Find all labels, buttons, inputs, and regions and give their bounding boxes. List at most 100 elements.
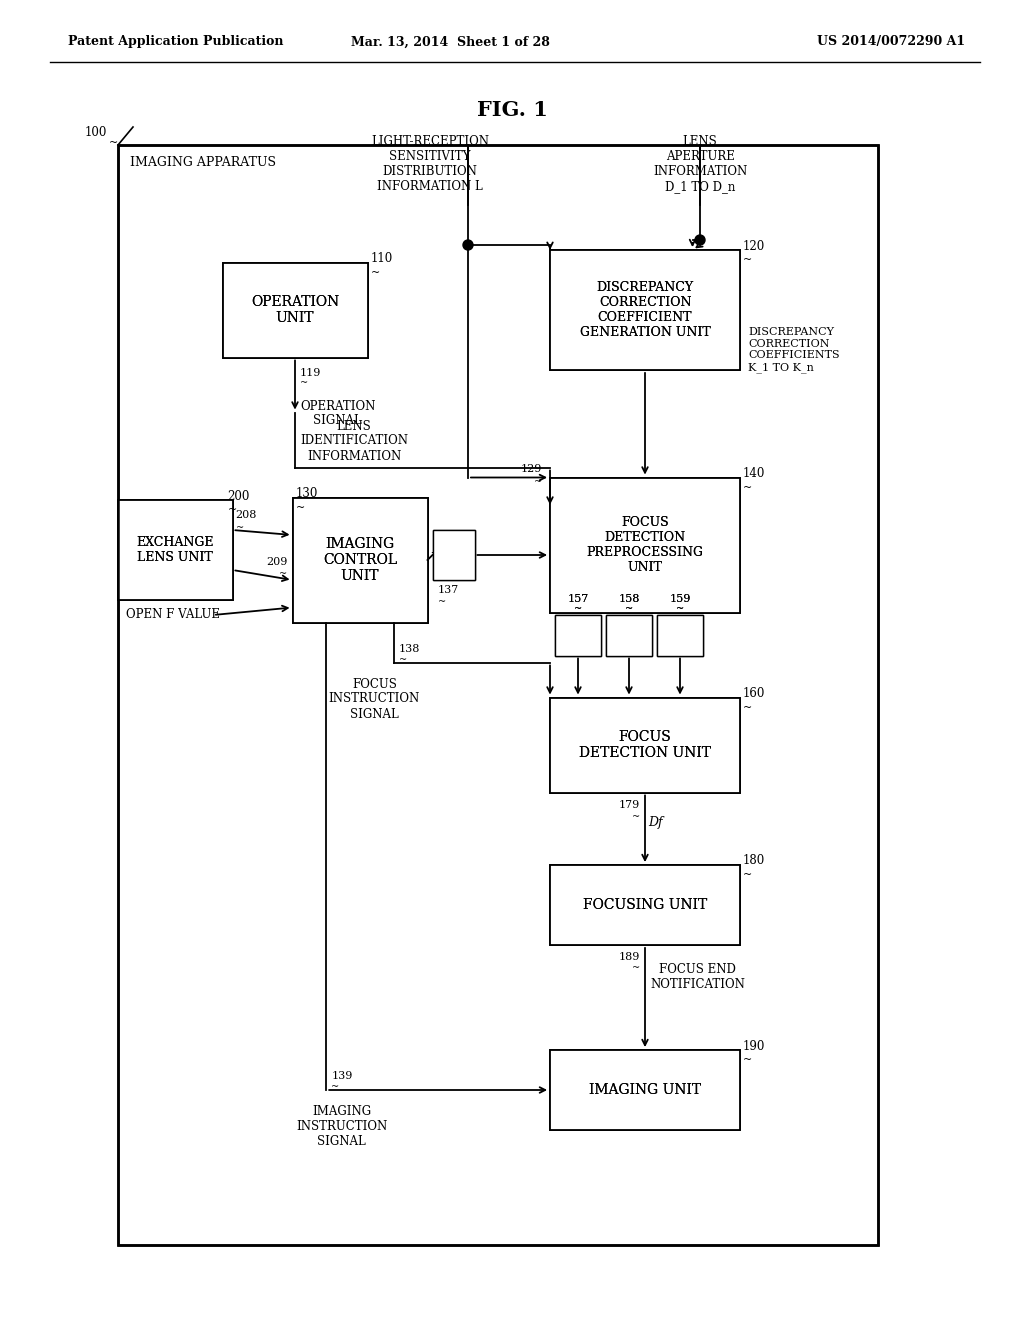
Bar	[293, 498, 427, 623]
Text: ~: ~	[743, 702, 753, 713]
Text: FOCUS
DETECTION
PREPROCESSING
UNIT: FOCUS DETECTION PREPROCESSING UNIT	[587, 516, 703, 574]
Text: ~: ~	[573, 605, 582, 612]
Bar	[432, 531, 474, 579]
Text: R: R	[573, 628, 583, 642]
Text: IMAGING
INSTRUCTION
SIGNAL: IMAGING INSTRUCTION SIGNAL	[296, 1105, 387, 1148]
Text: IMAGING
CONTROL
UNIT: IMAGING CONTROL UNIT	[323, 537, 397, 583]
Text: 137: 137	[437, 585, 459, 595]
Text: FOCUS
DETECTION UNIT: FOCUS DETECTION UNIT	[579, 730, 711, 760]
Text: LIGHT-RECEPTION
SENSITIVITY
DISTRIBUTION
INFORMATION L: LIGHT-RECEPTION SENSITIVITY DISTRIBUTION…	[371, 135, 489, 193]
Text: R: R	[573, 628, 583, 642]
Text: EXCHANGE
LENS UNIT: EXCHANGE LENS UNIT	[136, 536, 214, 564]
Text: FOCUS END
NOTIFICATION: FOCUS END NOTIFICATION	[650, 964, 744, 991]
Text: K_k: K_k	[669, 628, 691, 642]
Bar	[606, 615, 652, 656]
Text: ~: ~	[743, 1055, 753, 1065]
Text: 139: 139	[331, 1071, 352, 1081]
Bar	[118, 145, 878, 1245]
Text: DISCREPANCY
CORRECTION
COEFFICIENTS
K_1 TO K_n: DISCREPANCY CORRECTION COEFFICIENTS K_1 …	[748, 327, 840, 372]
Text: 179: 179	[618, 800, 640, 809]
Text: OPEN F VALUE: OPEN F VALUE	[126, 609, 220, 622]
Text: VALUE: VALUE	[431, 553, 476, 565]
Text: ~: ~	[280, 569, 288, 578]
Text: 110: 110	[371, 252, 393, 265]
Text: ~: ~	[573, 605, 582, 612]
Text: FOCUSING UNIT: FOCUSING UNIT	[583, 898, 708, 912]
Text: 190: 190	[743, 1040, 765, 1052]
Text: IMAGING
CONTROL
UNIT: IMAGING CONTROL UNIT	[323, 537, 397, 583]
Bar	[550, 1049, 740, 1130]
Text: LENS
IDENTIFICATION
INFORMATION: LENS IDENTIFICATION INFORMATION	[300, 420, 408, 462]
Text: G_k: G_k	[617, 628, 641, 642]
Bar	[118, 500, 232, 601]
Text: ~: ~	[109, 139, 118, 148]
Text: ~: ~	[676, 605, 684, 612]
Text: 157: 157	[567, 594, 589, 603]
Text: 158: 158	[618, 594, 640, 603]
Bar	[293, 498, 427, 623]
Text: Df: Df	[648, 816, 663, 829]
Text: IMAGING UNIT: IMAGING UNIT	[589, 1082, 701, 1097]
Text: ~: ~	[625, 605, 633, 612]
Text: ~: ~	[300, 378, 308, 387]
Text: DISCREPANCY
CORRECTION
COEFFICIENT
GENERATION UNIT: DISCREPANCY CORRECTION COEFFICIENT GENER…	[580, 281, 711, 339]
Text: FOCUS
INSTRUCTION
SIGNAL: FOCUS INSTRUCTION SIGNAL	[329, 677, 420, 721]
Text: 119: 119	[300, 367, 322, 378]
Text: ~: ~	[676, 605, 684, 612]
Text: ~: ~	[371, 268, 380, 277]
Text: ~: ~	[743, 870, 753, 880]
Circle shape	[463, 240, 473, 249]
Text: VALUE: VALUE	[431, 553, 476, 565]
Text: Mar. 13, 2014  Sheet 1 of 28: Mar. 13, 2014 Sheet 1 of 28	[350, 36, 550, 49]
Text: OPERATION
UNIT: OPERATION UNIT	[251, 294, 339, 325]
Text: FOCUS
DETECTION UNIT: FOCUS DETECTION UNIT	[579, 730, 711, 760]
Text: Patent Application Publication: Patent Application Publication	[68, 36, 284, 49]
Bar	[550, 478, 740, 612]
Text: DISCREPANCY
CORRECTION
COEFFICIENT
GENERATION UNIT: DISCREPANCY CORRECTION COEFFICIENT GENER…	[580, 281, 711, 339]
Bar	[222, 263, 368, 358]
Text: FOCUSING UNIT: FOCUSING UNIT	[583, 898, 708, 912]
Text: 159: 159	[670, 594, 690, 603]
Text: ~: ~	[331, 1082, 339, 1092]
Text: ~: ~	[534, 477, 542, 486]
Text: ~: ~	[398, 655, 407, 664]
Text: IMAGING UNIT: IMAGING UNIT	[589, 1082, 701, 1097]
Text: ~: ~	[236, 524, 244, 532]
Text: 209: 209	[266, 557, 288, 568]
Text: OPERATION
UNIT: OPERATION UNIT	[251, 294, 339, 325]
Bar	[606, 615, 652, 656]
Bar	[222, 263, 368, 358]
Text: 160: 160	[743, 686, 765, 700]
Bar	[550, 697, 740, 792]
Bar	[657, 615, 703, 656]
Bar	[550, 1049, 740, 1130]
Bar	[555, 615, 601, 656]
Text: F: F	[450, 540, 458, 553]
Circle shape	[695, 235, 705, 246]
Text: 157: 157	[567, 594, 589, 603]
Text: US 2014/0072290 A1: US 2014/0072290 A1	[817, 36, 965, 49]
Text: 159: 159	[670, 594, 690, 603]
Text: EXCHANGE
LENS UNIT: EXCHANGE LENS UNIT	[136, 536, 214, 564]
Text: FIG. 1: FIG. 1	[476, 100, 548, 120]
Text: ~: ~	[296, 503, 305, 512]
Text: 138: 138	[398, 644, 420, 653]
Bar	[550, 478, 740, 612]
Text: ~: ~	[632, 812, 640, 821]
Text: 129: 129	[520, 465, 542, 474]
Text: 100: 100	[85, 127, 106, 140]
Text: FOCUS
DETECTION
PREPROCESSING
UNIT: FOCUS DETECTION PREPROCESSING UNIT	[587, 516, 703, 574]
Text: LENS
APERTURE
INFORMATION
D_1 TO D_n: LENS APERTURE INFORMATION D_1 TO D_n	[653, 135, 748, 193]
Text: 140: 140	[743, 467, 765, 480]
Text: ~: ~	[625, 605, 633, 612]
Text: ~: ~	[743, 483, 753, 492]
Bar	[555, 615, 601, 656]
Text: IMAGING APPARATUS: IMAGING APPARATUS	[130, 157, 276, 169]
Text: 208: 208	[236, 510, 257, 520]
Text: 158: 158	[618, 594, 640, 603]
Text: ~: ~	[227, 506, 237, 515]
Text: K_k: K_k	[669, 628, 691, 642]
Bar	[657, 615, 703, 656]
Text: 130: 130	[296, 487, 317, 500]
Text: F: F	[450, 540, 458, 553]
